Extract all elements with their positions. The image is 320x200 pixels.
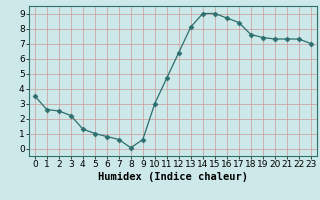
X-axis label: Humidex (Indice chaleur): Humidex (Indice chaleur) bbox=[98, 172, 248, 182]
